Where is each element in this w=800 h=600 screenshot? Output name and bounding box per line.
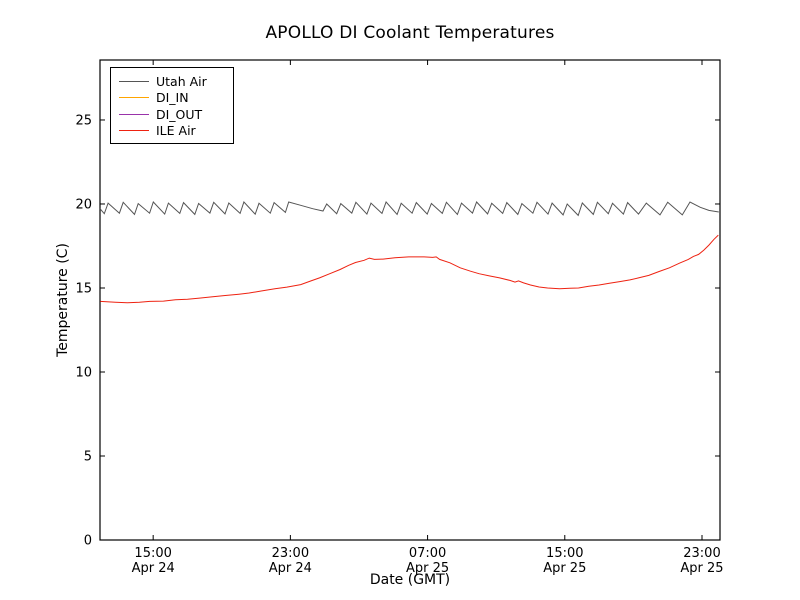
legend-swatch-ile-air bbox=[119, 130, 149, 132]
legend-label: Utah Air bbox=[156, 73, 207, 89]
axes-frame bbox=[99, 59, 721, 541]
x-tick-label-time: 23:00 bbox=[272, 546, 309, 561]
x-tick-label-date: Apr 25 bbox=[680, 561, 723, 576]
y-tick-label: 15 bbox=[75, 281, 92, 296]
legend-swatch-di-in bbox=[119, 97, 149, 99]
legend-item: Utah Air bbox=[119, 73, 225, 90]
chart-title: APOLLO DI Coolant Temperatures bbox=[265, 23, 555, 43]
legend-item: DI_OUT bbox=[119, 106, 225, 123]
x-tick-label-time: 15:00 bbox=[546, 546, 583, 561]
legend-label: ILE Air bbox=[156, 123, 196, 139]
legend-label: DI_IN bbox=[156, 90, 189, 106]
legend: Utah Air DI_IN DI_OUT ILE Air bbox=[110, 67, 234, 144]
y-tick-label: 20 bbox=[75, 197, 92, 212]
legend-label: DI_OUT bbox=[156, 106, 203, 122]
x-tick-label-date: Apr 25 bbox=[543, 561, 586, 576]
x-tick-label-time: 23:00 bbox=[683, 546, 720, 561]
y-tick-label: 5 bbox=[84, 449, 92, 464]
legend-item: DI_IN bbox=[119, 90, 225, 107]
series-line-ile-air bbox=[100, 234, 719, 304]
x-tick-label-date: Apr 24 bbox=[269, 561, 312, 576]
legend-item: ILE Air bbox=[119, 123, 225, 140]
x-tick-label-date: Apr 25 bbox=[406, 561, 449, 576]
legend-swatch-di-out bbox=[119, 113, 149, 115]
y-tick-label: 10 bbox=[75, 365, 92, 380]
y-tick-label: 25 bbox=[75, 113, 92, 128]
x-axis-label: Date (GMT) bbox=[369, 572, 451, 588]
series-line-utah-air bbox=[99, 201, 719, 217]
x-tick-label-date: Apr 24 bbox=[132, 561, 175, 576]
x-tick-label-time: 07:00 bbox=[409, 546, 446, 561]
y-tick-label: 0 bbox=[84, 534, 92, 549]
x-tick-label-time: 15:00 bbox=[134, 546, 171, 561]
legend-swatch-utah-air bbox=[119, 80, 149, 82]
